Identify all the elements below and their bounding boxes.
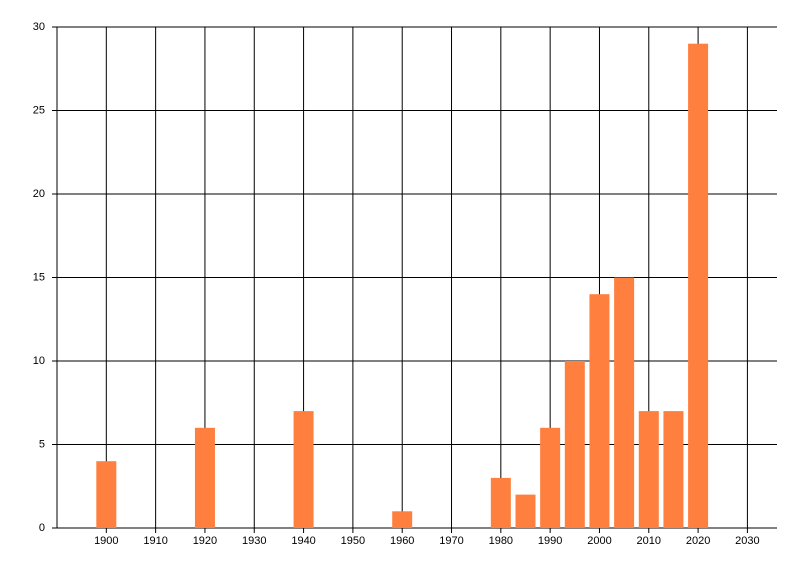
bar [96, 461, 117, 528]
x-tick-label: 1910 [143, 535, 167, 547]
y-tick-label: 0 [39, 522, 45, 534]
y-tick-label: 30 [33, 21, 45, 33]
bar [663, 411, 684, 528]
bar [589, 294, 610, 528]
y-tick-label: 20 [33, 188, 45, 200]
bar [515, 494, 536, 528]
x-tick-label: 2000 [587, 535, 611, 547]
x-tick-label: 2030 [735, 535, 759, 547]
x-tick-label: 1950 [341, 535, 365, 547]
x-tick-label: 1900 [94, 535, 118, 547]
bar [293, 411, 314, 528]
x-tick-label: 1930 [242, 535, 266, 547]
y-tick-label: 10 [33, 355, 45, 367]
x-tick-label: 1940 [291, 535, 315, 547]
y-tick-label: 15 [33, 271, 45, 283]
y-tick-label: 5 [39, 438, 45, 450]
x-tick-label: 1990 [538, 535, 562, 547]
y-tick-label: 25 [33, 104, 45, 116]
bar [614, 277, 635, 528]
x-tick-label: 2010 [637, 535, 661, 547]
x-tick-label: 1970 [439, 535, 463, 547]
x-tick-label: 1980 [489, 535, 513, 547]
bar [194, 427, 215, 528]
bar [490, 477, 511, 528]
bar [638, 411, 659, 528]
bar [564, 361, 585, 528]
bar [688, 43, 709, 528]
bar [540, 427, 561, 528]
bar [392, 511, 413, 528]
x-tick-label: 1920 [193, 535, 217, 547]
x-tick-label: 1960 [390, 535, 414, 547]
x-tick-label: 2020 [686, 535, 710, 547]
